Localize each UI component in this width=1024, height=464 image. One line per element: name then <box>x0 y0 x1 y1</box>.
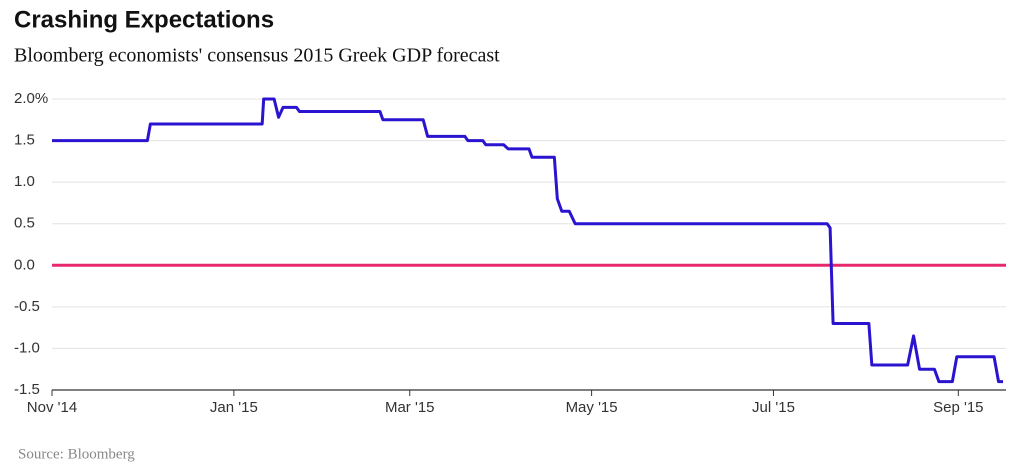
y-tick-label: 2.0% <box>14 90 48 107</box>
source-note: Source: Bloomberg <box>18 446 135 462</box>
y-tick-label: -1.0 <box>14 339 40 356</box>
data-line <box>52 97 1004 384</box>
y-tick-label: 1.5 <box>14 132 35 149</box>
x-tick-label: Sep '15 <box>933 399 983 416</box>
y-tick-label: -1.5 <box>14 381 40 398</box>
x-tick-label: Mar '15 <box>385 399 435 416</box>
y-tick-label: 0.5 <box>14 215 35 232</box>
y-tick-label: -0.5 <box>14 298 40 315</box>
chart-subtitle: Bloomberg economists' consensus 2015 Gre… <box>14 45 500 67</box>
chart-title: Crashing Expectations <box>14 6 274 33</box>
x-tick-label: Jul '15 <box>752 399 795 416</box>
y-tick-label: 1.0 <box>14 173 35 190</box>
x-tick-label: Jan '15 <box>210 399 258 416</box>
x-tick-label: May '15 <box>566 399 618 416</box>
x-tick-label: Nov '14 <box>27 399 77 416</box>
y-tick-label: 0.0 <box>14 256 35 273</box>
